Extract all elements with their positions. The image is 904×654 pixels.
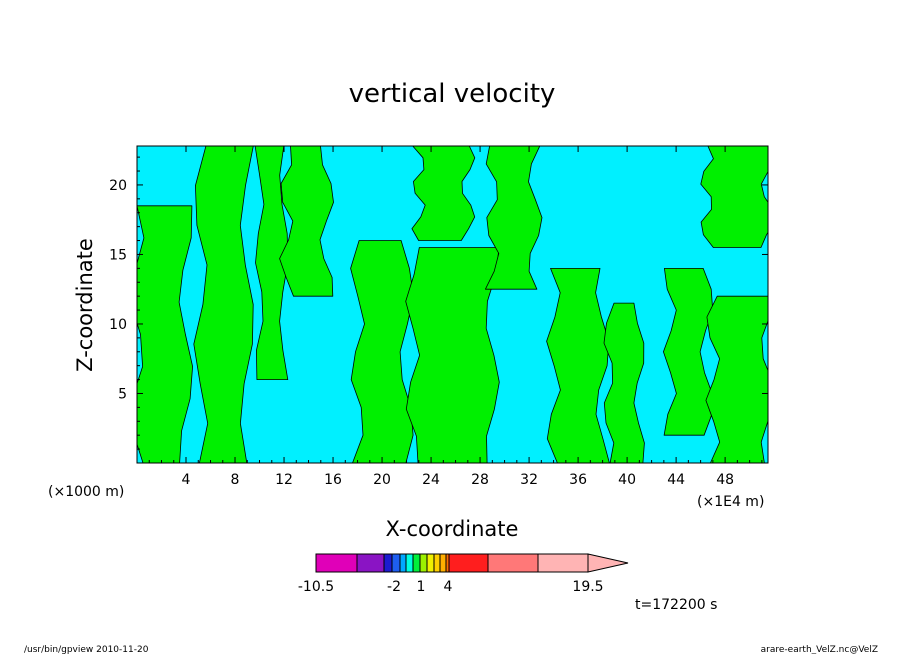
positive-region [137,205,193,463]
colorbar-segment [433,553,441,573]
positive-region [705,295,768,463]
positive-region [193,146,254,463]
colorbar-label: 4 [444,579,453,595]
colorbar-label: -10.5 [298,579,334,595]
colorbar-label: -2 [387,579,401,595]
colorbar-segment [412,553,421,573]
time-label: t=172200 s [635,597,717,613]
x-tick-label: 44 [667,472,685,488]
colorbar-segment [426,553,435,573]
positive-region [411,146,476,241]
positive-region [254,146,289,380]
x-tick-label: 8 [231,472,240,488]
y-axis-label: Z-coordinate [73,238,97,372]
positive-region [279,146,334,297]
x-tick-label: 36 [569,472,587,488]
colorbar-label: 19.5 [572,579,603,595]
positive-region [485,146,543,290]
colorbar-segment [399,553,407,573]
colorbar-segment [537,553,589,573]
colorbar-segment [448,553,489,573]
x-tick-label: 32 [520,472,538,488]
x-tick-label: 12 [275,472,293,488]
colorbar-segment [383,553,393,573]
x-axis-label: X-coordinate [386,517,519,541]
chart-title: vertical velocity [349,79,556,109]
colorbar [315,553,629,573]
colorbar-label: 1 [417,579,426,595]
y-tick-label: 15 [109,247,127,263]
colorbar-segment [391,553,401,573]
x-tick-label: 24 [422,472,440,488]
contour-regions [137,146,768,463]
y-tick-label: 5 [118,386,127,402]
colorbar-segment [487,553,539,573]
colorbar-segment [419,553,428,573]
colorbar-segment [405,553,414,573]
y-tick-label: 10 [109,317,127,333]
plot-frame [136,145,769,464]
footer-left: /usr/bin/gpview 2010-11-20 [24,645,149,654]
positive-region [546,268,610,463]
x-tick-label: 16 [324,472,342,488]
positive-region [405,247,500,463]
x-tick-label: 28 [471,472,489,488]
colorbar-overflow-arrow [587,553,629,573]
colorbar-labels: -10.5 -2 1 4 19.5 [298,579,604,595]
x-unit-right: (×1E4 m) [697,494,764,510]
colorbar-segment [356,553,385,573]
colorbar-segment [315,553,358,573]
x-unit-left: (×1000 m) [48,484,124,500]
footer-right: arare-earth_VelZ.nc@VelZ [761,645,878,654]
x-tick-label: 48 [716,472,734,488]
x-tick-label: 40 [618,472,636,488]
x-tick-label: 20 [373,472,391,488]
positive-region [603,302,645,463]
x-tick-label: 4 [182,472,191,488]
positive-region [700,146,768,248]
colorbar-segment [439,553,447,573]
y-tick-label: 20 [109,178,127,194]
